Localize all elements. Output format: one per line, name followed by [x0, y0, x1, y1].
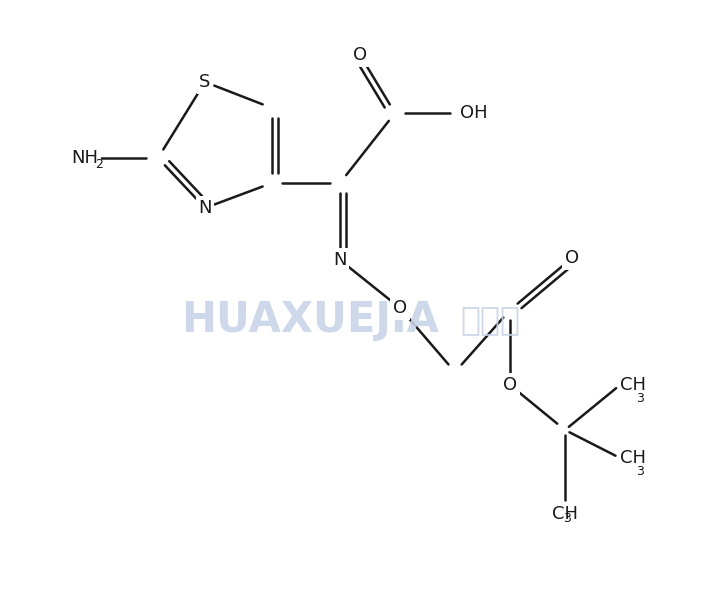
Text: N: N — [198, 199, 212, 217]
Text: OH: OH — [460, 104, 487, 122]
Text: CH: CH — [620, 449, 646, 467]
Text: 3: 3 — [636, 465, 644, 478]
Text: HUAXUEJIA: HUAXUEJIA — [181, 299, 439, 341]
Text: 化学加: 化学加 — [460, 304, 520, 337]
Text: CH: CH — [552, 505, 578, 523]
Text: N: N — [333, 251, 347, 269]
Text: NH: NH — [71, 149, 99, 167]
Text: 2: 2 — [95, 158, 103, 172]
Text: S: S — [199, 73, 211, 91]
Text: O: O — [565, 249, 579, 267]
Text: O: O — [503, 376, 517, 394]
Text: 3: 3 — [563, 512, 571, 525]
Text: O: O — [353, 46, 367, 64]
Text: O: O — [393, 299, 407, 317]
Text: CH: CH — [620, 376, 646, 394]
Text: 3: 3 — [636, 392, 644, 405]
